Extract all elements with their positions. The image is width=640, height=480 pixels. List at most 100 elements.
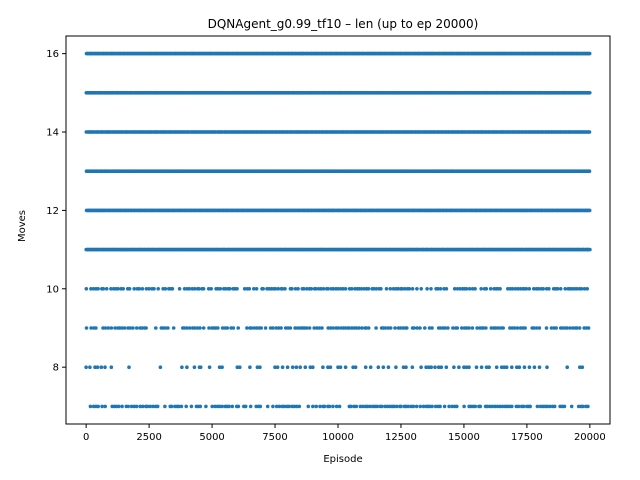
data-point (274, 404, 279, 409)
data-point (392, 404, 396, 409)
data-point (336, 326, 341, 330)
data-point (359, 287, 364, 291)
data-point (493, 404, 497, 409)
data-point (442, 404, 447, 409)
data-point (527, 365, 532, 370)
data-point (401, 326, 405, 330)
data-point (391, 287, 396, 291)
data-point (220, 365, 224, 370)
data-point (462, 404, 466, 409)
data-point (587, 208, 592, 213)
data-point (163, 326, 168, 330)
data-point (419, 287, 424, 291)
data-point (195, 326, 200, 330)
data-point (187, 287, 192, 291)
data-point (574, 287, 579, 291)
data-point (252, 287, 256, 291)
data-point (510, 404, 514, 409)
data-point (306, 404, 311, 409)
data-point (93, 365, 97, 370)
data-point (113, 326, 117, 330)
data-point (189, 404, 194, 409)
data-point (209, 287, 213, 291)
data-point (365, 404, 370, 409)
data-point (218, 287, 223, 291)
data-point (255, 365, 260, 370)
data-point (311, 404, 315, 409)
data-point (144, 326, 148, 330)
data-point (537, 365, 542, 370)
data-point (132, 287, 136, 291)
data-point (141, 404, 145, 409)
data-point (96, 287, 100, 291)
data-point (381, 365, 386, 370)
data-point (201, 287, 206, 291)
data-point (436, 365, 441, 370)
data-point (580, 365, 585, 370)
data-point (577, 326, 582, 330)
data-point (319, 287, 323, 291)
data-point (331, 326, 335, 330)
data-point (488, 287, 493, 291)
data-point (231, 326, 236, 330)
x-axis: 0 2500 5000 7500 10000 12500 15000 17500 20000 (83, 424, 606, 443)
data-point (129, 404, 134, 409)
data-point (363, 365, 368, 370)
data-point (120, 404, 124, 409)
data-point (527, 287, 532, 291)
data-point (336, 365, 340, 370)
data-point (145, 404, 150, 409)
data-point (84, 365, 88, 370)
data-point (101, 287, 106, 291)
data-point (510, 326, 514, 330)
data-point (450, 404, 455, 409)
data-point (326, 287, 331, 291)
data-point (521, 404, 526, 409)
data-point (451, 326, 455, 330)
data-point (261, 287, 266, 291)
data-point (297, 404, 302, 409)
data-point (104, 287, 109, 291)
data-point (569, 404, 574, 409)
data-point (88, 404, 93, 409)
data-point (89, 326, 93, 330)
data-point (407, 287, 412, 291)
data-point (106, 326, 111, 330)
data-point (216, 326, 220, 330)
data-point (544, 326, 549, 330)
data-point (337, 404, 342, 409)
data-point (501, 326, 506, 330)
x-tick-label: 12500 (385, 432, 417, 443)
data-point (438, 287, 443, 291)
data-point (182, 287, 187, 291)
data-point (308, 365, 313, 370)
data-point (582, 287, 587, 291)
data-point (535, 404, 540, 409)
data-point (510, 365, 514, 370)
data-point (586, 404, 590, 409)
data-point (499, 365, 504, 370)
data-point (394, 404, 399, 409)
data-point (375, 404, 380, 409)
data-point (394, 365, 398, 370)
data-point (331, 404, 335, 409)
data-point (280, 365, 285, 370)
data-point (109, 287, 113, 291)
data-point (554, 326, 558, 330)
data-point (166, 326, 170, 330)
data-point (328, 326, 333, 330)
data-point (586, 326, 591, 330)
data-point (158, 365, 163, 370)
data-point (247, 287, 252, 291)
data-point (151, 404, 155, 409)
data-point (368, 365, 373, 370)
data-point (536, 287, 541, 291)
data-point (258, 404, 263, 409)
data-point (350, 287, 354, 291)
data-point (116, 404, 121, 409)
x-tick-label: 20000 (574, 432, 606, 443)
data-point (343, 287, 348, 291)
y-axis: 8 10 12 14 16 (46, 49, 66, 374)
data-point (320, 326, 324, 330)
data-point (88, 365, 92, 370)
